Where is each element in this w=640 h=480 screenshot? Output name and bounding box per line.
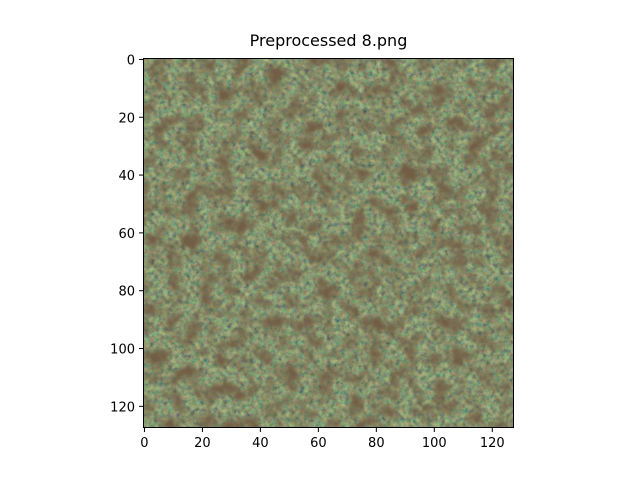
- y-axis: 0 20 40 60 80 100 120: [110, 53, 143, 415]
- y-tick-label: 80: [118, 285, 135, 300]
- y-tick-label: 100: [110, 343, 135, 358]
- x-tick-label: 60: [310, 436, 327, 451]
- y-tick-label: 40: [118, 169, 135, 184]
- x-tick-label: 80: [368, 436, 385, 451]
- x-tick-label: 120: [480, 436, 505, 451]
- y-tick-label: 120: [110, 400, 135, 415]
- aerial-forest-image: [143, 58, 514, 428]
- x-axis: 0 20 40 60 80 100 120: [140, 428, 505, 451]
- y-tick-label: 60: [118, 227, 135, 242]
- x-tick-label: 100: [422, 436, 447, 451]
- x-tick-label: 40: [252, 436, 269, 451]
- y-tick-label: 0: [127, 53, 135, 68]
- x-tick-label: 20: [194, 436, 211, 451]
- x-tick-label: 0: [140, 436, 148, 451]
- chart-title: Preprocessed 8.png: [250, 31, 408, 50]
- axes-frame: [143, 58, 514, 428]
- image-shadow-texture: [143, 58, 514, 428]
- y-tick-label: 20: [118, 111, 135, 126]
